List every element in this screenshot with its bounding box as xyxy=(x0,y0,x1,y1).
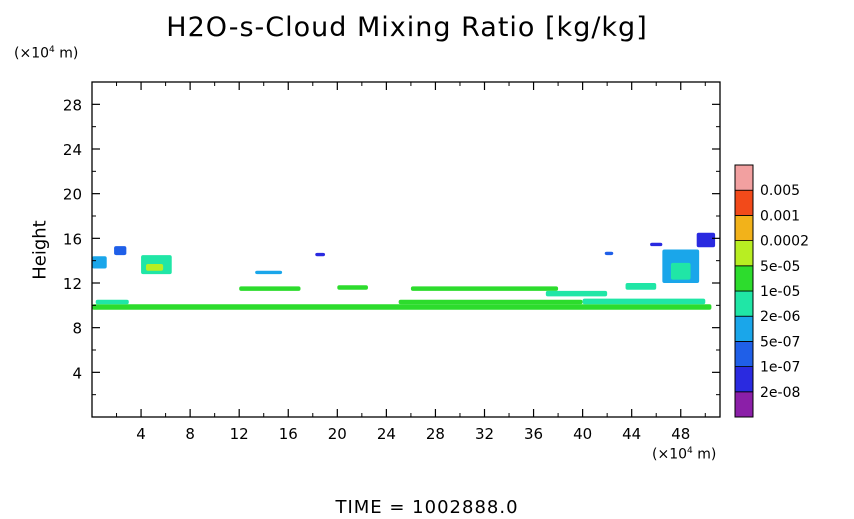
cloud-region-1 xyxy=(95,299,129,305)
colorbar-swatch-6 xyxy=(734,240,754,267)
cloud-region-14 xyxy=(315,252,326,257)
x-tick-label: 20 xyxy=(328,425,347,443)
colorbar-label: 2e-08 xyxy=(760,385,800,401)
colorbar-swatch-4 xyxy=(734,290,754,317)
colorbar-label: 0.005 xyxy=(760,183,800,199)
colorbar-label: 0.0002 xyxy=(760,234,809,250)
x-tick-label: 16 xyxy=(279,425,298,443)
cloud-region-19 xyxy=(604,251,614,256)
y-tick-label: 20 xyxy=(63,186,82,204)
chart-title: H2O-s-Cloud Mixing Ratio [kg/kg] xyxy=(166,12,648,43)
y-tick-label: 28 xyxy=(63,96,82,114)
cloud-region-11 xyxy=(114,246,127,256)
cloud-region-4 xyxy=(410,286,559,291)
y-tick-label: 4 xyxy=(72,364,82,382)
cloud-region-17 xyxy=(696,232,716,248)
cloud-region-0 xyxy=(92,304,712,310)
cloud-region-8 xyxy=(545,290,608,297)
colorbar-label: 5e-05 xyxy=(760,259,800,275)
colorbar-swatch-0 xyxy=(734,391,754,418)
colorbar-label: 0.001 xyxy=(760,208,800,224)
colorbar-frame xyxy=(734,164,754,418)
x-tick-label: 4 xyxy=(136,425,146,443)
colorbar-swatch-5 xyxy=(734,265,754,292)
y-tick-label: 16 xyxy=(63,230,82,248)
x-tick-label: 24 xyxy=(377,425,396,443)
x-tick-label: 8 xyxy=(185,425,195,443)
x-tick-label: 28 xyxy=(426,425,445,443)
cloud-region-13 xyxy=(255,270,283,275)
time-label: TIME = 1002888.0 xyxy=(335,497,519,518)
x-tick-label: 40 xyxy=(573,425,592,443)
colorbar-label: 1e-05 xyxy=(760,284,800,300)
plot-frame xyxy=(91,81,721,418)
colorbar-swatch-9 xyxy=(734,164,754,191)
colorbar-swatch-8 xyxy=(734,189,754,216)
cloud-region-16 xyxy=(670,262,691,280)
cloud-region-18 xyxy=(650,242,663,247)
colorbar-label: 2e-06 xyxy=(760,309,800,325)
x-tick-label: 32 xyxy=(475,425,494,443)
cloud-region-7 xyxy=(625,283,657,290)
y-tick-label: 8 xyxy=(72,320,82,338)
cloud-region-2 xyxy=(398,299,583,305)
x-tick-label: 36 xyxy=(524,425,543,443)
cloud-region-10 xyxy=(145,264,164,271)
x-tick-label: 48 xyxy=(671,425,690,443)
colorbar-label: 1e-07 xyxy=(760,360,800,376)
y-axis-unit: (×104 m) xyxy=(14,45,79,62)
x-tick-label: 12 xyxy=(230,425,249,443)
y-tick-label: 24 xyxy=(63,141,82,159)
cloud-region-5 xyxy=(239,286,301,291)
colorbar-swatch-7 xyxy=(734,214,754,241)
cloud-region-3 xyxy=(582,298,706,305)
y-tick-label: 12 xyxy=(63,275,82,293)
x-tick-label: 44 xyxy=(622,425,641,443)
colorbar-swatch-2 xyxy=(734,340,754,367)
colorbar-swatch-1 xyxy=(734,366,754,393)
colorbar-swatch-3 xyxy=(734,315,754,342)
cloud-region-6 xyxy=(337,285,368,290)
x-axis-unit: (×104 m) xyxy=(652,446,717,463)
colorbar-label: 5e-07 xyxy=(760,334,800,350)
cloud-region-12 xyxy=(92,256,107,269)
